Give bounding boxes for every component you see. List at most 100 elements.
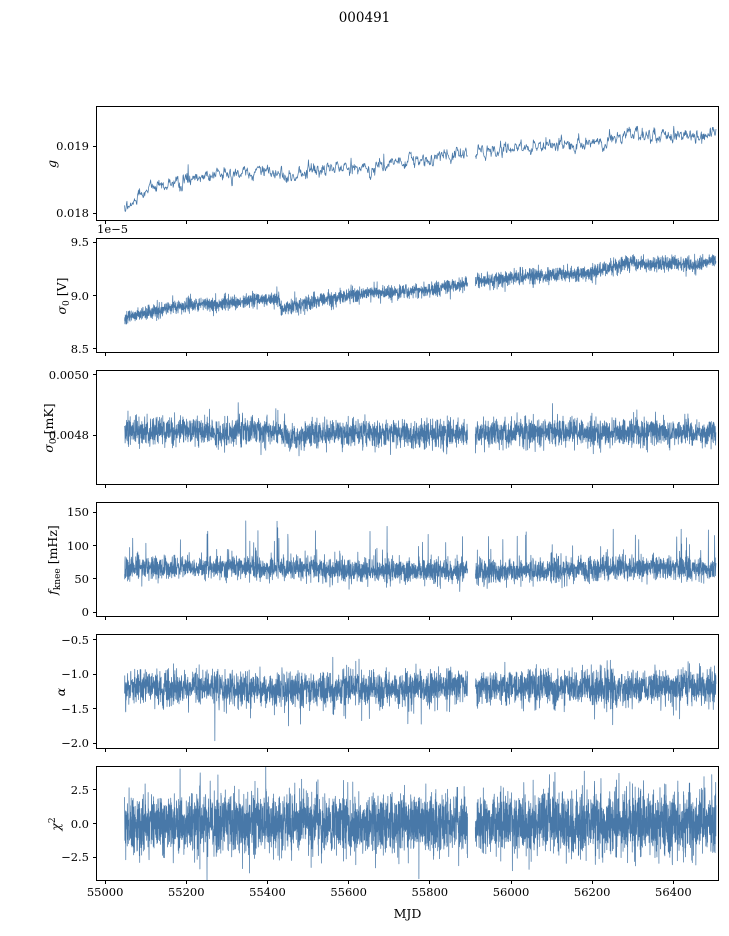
x-tick-mark (348, 484, 350, 488)
y-tick-label: −2.0 (61, 736, 89, 751)
y-tick-label: −1.0 (61, 667, 89, 682)
x-tick-mark (266, 616, 268, 620)
figure-title: 000491 (338, 10, 391, 26)
x-tick-mark (104, 352, 106, 356)
y-tick-mark (93, 374, 97, 376)
y-axis-label-fknee: fknee [mHz] (43, 490, 63, 630)
y-tick-label: −0.5 (61, 632, 89, 647)
y-axis-label-part: σ (54, 305, 69, 315)
y-tick-label: 0.0050 (48, 367, 89, 382)
y-tick-mark (93, 673, 97, 675)
y-tick-label: 0.019 (56, 139, 89, 153)
x-tick-label: 55000 (86, 885, 124, 899)
chi2-plot-canvas (97, 767, 718, 880)
x-tick-mark (266, 880, 268, 884)
y-tick-label: 8.5 (70, 341, 89, 356)
x-tick-mark (348, 220, 350, 224)
panel-sigma0-mK (96, 370, 719, 485)
y-tick-mark (93, 742, 97, 744)
y-axis-label-sigma0-mK: σ0 [mK] (39, 358, 59, 498)
x-tick-mark (185, 748, 187, 752)
x-tick-mark (429, 220, 431, 224)
x-tick-mark (104, 748, 106, 752)
panel-sigma0-V (96, 238, 719, 353)
y-tick-label: 0 (81, 605, 89, 619)
x-tick-mark (266, 220, 268, 224)
y-axis-label-part: α (53, 687, 68, 696)
y-tick-mark (93, 145, 97, 147)
y-tick-label: 2.5 (70, 782, 89, 797)
y-axis-label-part: σ (41, 443, 56, 453)
x-tick-mark (672, 352, 674, 356)
x-tick-label: 56400 (655, 885, 692, 899)
y-axis-label-part: [V] (54, 276, 69, 300)
x-tick-mark (348, 880, 350, 884)
y-tick-label: 0.0048 (48, 428, 89, 443)
y-axis-label-part: 0 (49, 437, 59, 444)
x-tick-label: 56000 (492, 885, 530, 899)
panel-g (96, 106, 719, 221)
panel-alpha (96, 634, 719, 749)
x-tick-mark (591, 616, 593, 620)
y-tick-mark (93, 789, 97, 791)
x-axis-label: MJD (393, 906, 422, 921)
y-tick-mark (93, 511, 97, 513)
x-tick-mark (104, 220, 106, 224)
x-tick-mark (185, 880, 187, 884)
y-tick-label: 9.0 (70, 288, 89, 303)
x-tick-mark (672, 220, 674, 224)
x-tick-mark (348, 748, 350, 752)
x-tick-mark (185, 616, 187, 620)
alpha-plot-canvas (97, 635, 718, 748)
panel-fknee (96, 502, 719, 617)
x-tick-mark (185, 484, 187, 488)
y-axis-offset-text: 1e−5 (97, 222, 129, 236)
x-tick-mark (266, 484, 268, 488)
x-tick-mark (591, 748, 593, 752)
y-axis-label-part: f (45, 589, 60, 595)
x-tick-mark (510, 880, 512, 884)
y-tick-mark (93, 348, 97, 350)
x-tick-mark (429, 748, 431, 752)
y-tick-mark (93, 578, 97, 580)
x-tick-mark (104, 484, 106, 488)
x-tick-mark (104, 616, 106, 620)
x-tick-mark (429, 484, 431, 488)
y-tick-mark (93, 639, 97, 641)
y-tick-mark (93, 708, 97, 710)
y-tick-mark (93, 295, 97, 296)
y-axis-label-chi2: χ2 (46, 754, 66, 894)
panel-chi2 (96, 766, 719, 881)
y-axis-label-g: g (42, 94, 62, 234)
y-axis-label-part: knee (53, 567, 63, 590)
x-tick-mark (510, 484, 512, 488)
x-tick-mark (591, 880, 593, 884)
y-tick-label: 9.5 (70, 235, 89, 250)
y-tick-label: 100 (67, 538, 89, 553)
y-axis-label-sigma0-V: σ0 [V] (52, 226, 72, 366)
y-tick-mark (93, 241, 97, 243)
x-tick-label: 55400 (249, 885, 286, 899)
y-tick-mark (93, 434, 97, 436)
x-tick-mark (429, 616, 431, 620)
x-tick-label: 55200 (167, 885, 205, 899)
x-tick-mark (672, 484, 674, 488)
y-axis-label-part: [mK] (41, 402, 56, 438)
y-axis-label-part: g (44, 159, 59, 168)
x-tick-mark (510, 616, 512, 620)
y-tick-label: −1.5 (61, 701, 89, 716)
x-tick-label: 55800 (411, 885, 449, 899)
x-tick-mark (185, 220, 187, 224)
x-tick-label: 55600 (330, 885, 367, 899)
x-tick-mark (672, 880, 674, 884)
y-tick-mark (93, 823, 97, 824)
y-tick-label: 150 (67, 505, 89, 520)
x-tick-mark (266, 352, 268, 356)
y-tick-label: −2.5 (61, 850, 89, 865)
x-tick-mark (591, 484, 593, 488)
y-tick-mark (93, 545, 97, 547)
y-tick-label: 0.018 (56, 206, 89, 221)
sigma0-mK-plot-canvas (97, 371, 718, 484)
y-tick-mark (93, 212, 97, 214)
